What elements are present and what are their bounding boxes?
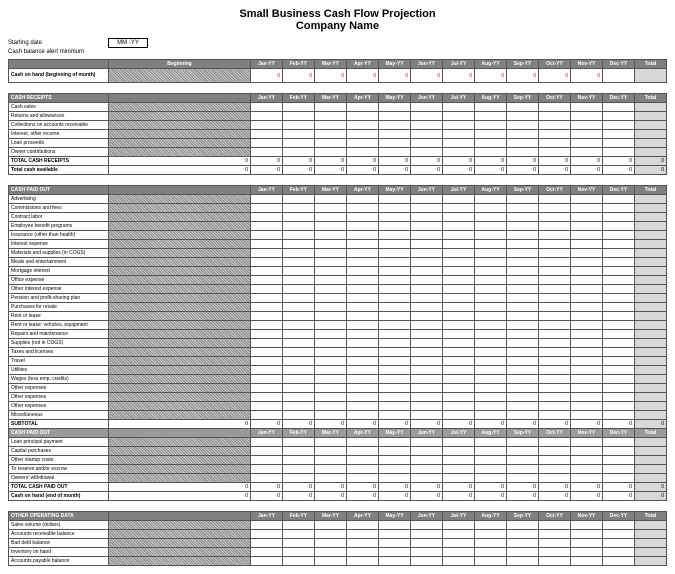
table-row: Mortgage interest	[9, 267, 667, 276]
table-row: Materials and supplies (in COGS)	[9, 249, 667, 258]
table-row: Loan principal payment	[9, 438, 667, 447]
cash-on-hand-table: Beginning Jan-YYFeb-YYMar-YYApr-YYMay-YY…	[8, 59, 667, 83]
title-block: Small Business Cash Flow Projection Comp…	[8, 8, 667, 32]
table-row: Accounts payable balance	[9, 557, 667, 566]
table-row: Sales volume (dollars)	[9, 521, 667, 530]
beginning-header: Beginning	[109, 60, 251, 69]
page-title-2: Company Name	[8, 20, 667, 32]
alert-row: Cash balance alert minimum	[8, 49, 667, 55]
table-row: Returns and allowances	[9, 112, 667, 121]
total-cash-available-row: Total cash available0 000000000000 0	[9, 166, 667, 175]
table-row: Utilities	[9, 366, 667, 375]
table-row: Cash sales	[9, 103, 667, 112]
alert-label: Cash balance alert minimum	[8, 49, 108, 55]
table-row: Other expenses	[9, 393, 667, 402]
table-row: Taxes and licenses	[9, 348, 667, 357]
table-row: Commissions and fees	[9, 204, 667, 213]
table-row: Repairs and maintenance	[9, 330, 667, 339]
table-row: Capital purchases	[9, 447, 667, 456]
table-row: Contract labor	[9, 213, 667, 222]
table-row: Interest expense	[9, 240, 667, 249]
other-operating-table: OTHER OPERATING DATA Jan-YYFeb-YYMar-YYA…	[8, 511, 667, 566]
other-header-row: OTHER OPERATING DATA Jan-YYFeb-YYMar-YYA…	[9, 512, 667, 521]
table-row: Miscellaneous	[9, 411, 667, 420]
table-row: Other interest expense	[9, 285, 667, 294]
table-row: Rent or lease	[9, 312, 667, 321]
table-row: Bad debt balance	[9, 539, 667, 548]
paidout-header-row: CASH PAID OUT Jan-YYFeb-YYMar-YYApr-YYMa…	[9, 186, 667, 195]
table-row: Other expenses	[9, 384, 667, 393]
cash-end-row: Cash on hand (end of month)0 00000000000…	[9, 492, 667, 501]
cash-on-hand-row: Cash on hand (beginning of month) 000000…	[9, 69, 667, 83]
table-row: To reserve and/or escrow	[9, 465, 667, 474]
table-row: Meals and entertainment	[9, 258, 667, 267]
header-row-beginning: Beginning Jan-YYFeb-YYMar-YYApr-YYMay-YY…	[9, 60, 667, 69]
table-row: Purchases for resale	[9, 303, 667, 312]
table-row: Advertising	[9, 195, 667, 204]
table-row: Inventory on hand	[9, 548, 667, 557]
starting-date-label: Starting date	[8, 40, 108, 46]
cash-paid-out-table: CASH PAID OUT Jan-YYFeb-YYMar-YYApr-YYMa…	[8, 185, 667, 501]
table-row: Wages (less emp. credits)	[9, 375, 667, 384]
table-row: Collections on accounts receivable	[9, 121, 667, 130]
table-row: Owner contributions	[9, 148, 667, 157]
table-row: Supplies (not in COGS)	[9, 339, 667, 348]
table-row: Employee benefit programs	[9, 222, 667, 231]
total-cash-receipts-row: TOTAL CASH RECEIPTS0 000000000000 0	[9, 157, 667, 166]
table-row: Other expenses	[9, 402, 667, 411]
table-row: Interest, other income	[9, 130, 667, 139]
cash-receipts-table: CASH RECEIPTS Jan-YYFeb-YYMar-YYApr-YYMa…	[8, 93, 667, 175]
table-row: Insurance (other than health)	[9, 231, 667, 240]
starting-date-row: Starting date MM -YY	[8, 38, 667, 48]
table-row: Loan proceeds	[9, 139, 667, 148]
table-row: Other startup costs	[9, 456, 667, 465]
table-row: Office expense	[9, 276, 667, 285]
table-row: Owners' withdrawal	[9, 474, 667, 483]
table-row: Pension and profit-sharing plan	[9, 294, 667, 303]
table-row: Rent or lease: vehicles, equipment	[9, 321, 667, 330]
total-cash-paidout-row: TOTAL CASH PAID OUT0 000000000000 0	[9, 483, 667, 492]
table-row: Accounts receivable balance	[9, 530, 667, 539]
receipts-header-row: CASH RECEIPTS Jan-YYFeb-YYMar-YYApr-YYMa…	[9, 94, 667, 103]
table-row: Travel	[9, 357, 667, 366]
starting-date-value[interactable]: MM -YY	[108, 38, 148, 48]
paidout-header2-row: CASH PAID OUT Jan-YYFeb-YYMar-YYApr-YYMa…	[9, 429, 667, 438]
page-title-1: Small Business Cash Flow Projection	[8, 8, 667, 20]
subtotal-row: SUBTOTAL0 000000000000 0	[9, 420, 667, 429]
